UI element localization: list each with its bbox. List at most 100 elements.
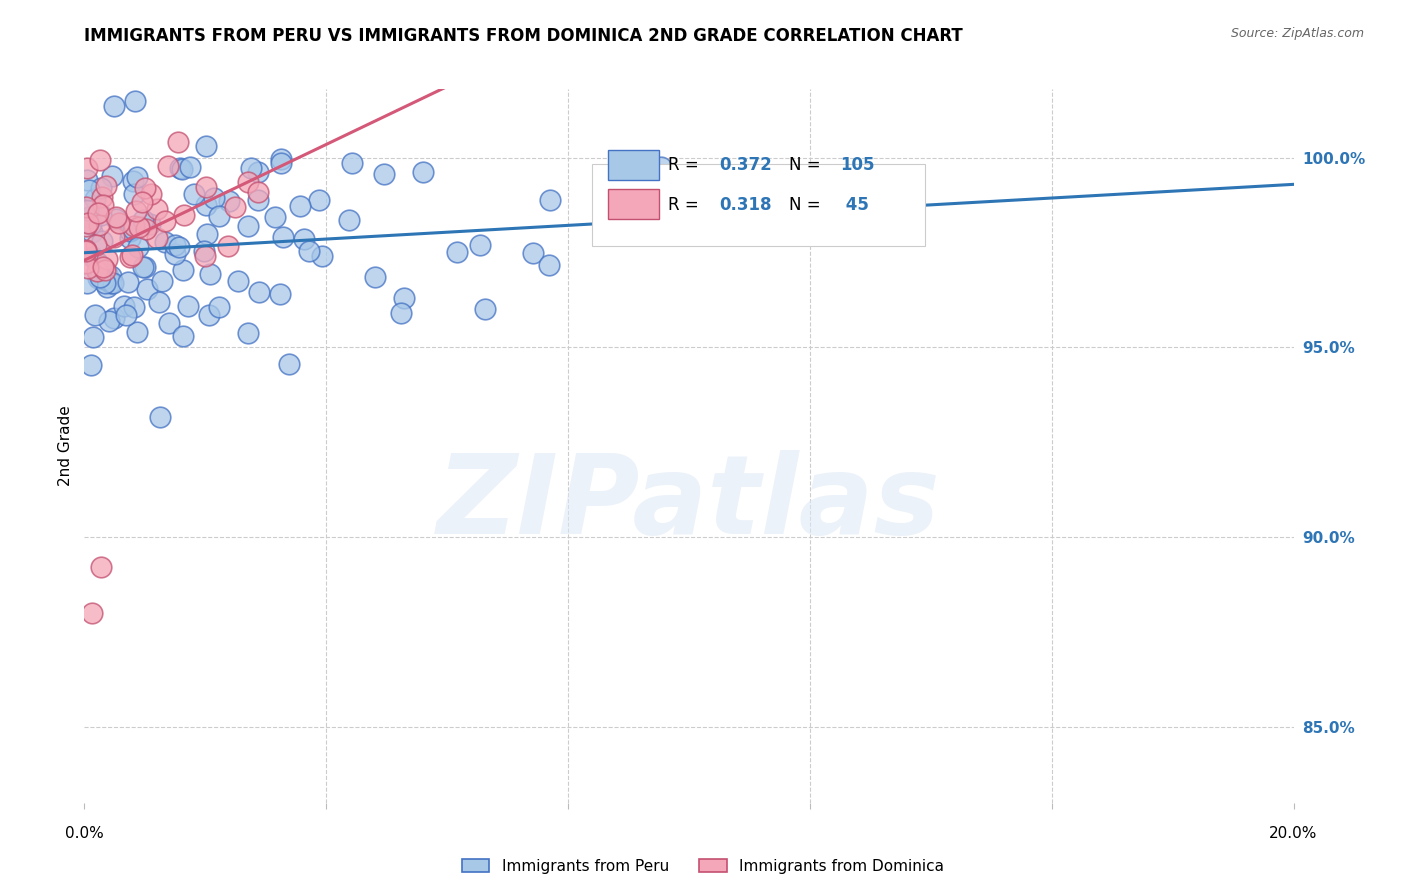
Point xyxy=(75,200,97,214)
Point xyxy=(90,560,112,574)
Point xyxy=(87,271,110,285)
Point xyxy=(77,210,100,224)
Point xyxy=(446,244,468,259)
Text: 45: 45 xyxy=(841,196,869,214)
Point xyxy=(177,299,200,313)
Point xyxy=(148,295,170,310)
Point xyxy=(412,165,434,179)
Point xyxy=(269,287,291,301)
Text: 20.0%: 20.0% xyxy=(1270,826,1317,840)
Point xyxy=(172,263,194,277)
Point xyxy=(172,329,194,343)
Point xyxy=(96,267,118,281)
Point xyxy=(122,187,145,202)
Point xyxy=(650,160,672,174)
Point xyxy=(128,219,150,234)
Point xyxy=(100,276,122,290)
Point xyxy=(77,261,100,276)
Point xyxy=(75,244,97,258)
Point xyxy=(363,269,385,284)
Point xyxy=(132,260,155,274)
Point xyxy=(157,159,180,173)
Point xyxy=(226,274,249,288)
Point xyxy=(292,232,315,246)
Point xyxy=(86,255,108,269)
Text: Source: ZipAtlas.com: Source: ZipAtlas.com xyxy=(1230,27,1364,40)
Point xyxy=(202,191,225,205)
Point xyxy=(121,248,143,262)
Point xyxy=(522,246,544,260)
Point xyxy=(120,224,142,238)
Point xyxy=(118,250,141,264)
Point xyxy=(247,165,270,179)
Point xyxy=(236,219,259,234)
Point xyxy=(122,300,145,314)
Point xyxy=(271,229,294,244)
Point xyxy=(125,170,148,185)
Point xyxy=(134,260,156,274)
Point xyxy=(76,202,98,217)
Point xyxy=(135,222,157,236)
Point xyxy=(89,269,111,284)
Point xyxy=(107,216,129,230)
Text: N =: N = xyxy=(789,196,821,214)
Point xyxy=(115,308,138,322)
Point xyxy=(79,217,101,231)
FancyBboxPatch shape xyxy=(607,189,659,219)
Text: R =: R = xyxy=(668,196,699,214)
Point xyxy=(298,244,321,258)
Point xyxy=(104,210,127,224)
Text: 0.372: 0.372 xyxy=(720,156,772,174)
Point xyxy=(236,175,259,189)
Point xyxy=(76,173,98,187)
Point xyxy=(94,178,117,193)
Point xyxy=(537,258,560,272)
Point xyxy=(270,152,292,166)
Point xyxy=(103,229,125,244)
Point xyxy=(170,161,193,176)
Point xyxy=(103,276,125,290)
Point xyxy=(270,155,292,169)
Point xyxy=(105,212,128,227)
Point xyxy=(100,169,122,184)
Point xyxy=(94,263,117,277)
Point xyxy=(150,274,173,288)
Point xyxy=(83,192,105,206)
Point xyxy=(179,160,201,174)
Text: IMMIGRANTS FROM PERU VS IMMIGRANTS FROM DOMINICA 2ND GRADE CORRELATION CHART: IMMIGRANTS FROM PERU VS IMMIGRANTS FROM … xyxy=(84,27,963,45)
Point xyxy=(90,190,112,204)
Text: 0.0%: 0.0% xyxy=(65,826,104,840)
Point xyxy=(340,156,363,170)
Point xyxy=(76,161,98,176)
Point xyxy=(236,326,259,340)
Point xyxy=(98,314,121,328)
Point xyxy=(392,291,415,305)
Point xyxy=(165,247,187,261)
Point xyxy=(117,276,139,290)
Point xyxy=(167,240,190,254)
Point xyxy=(194,198,217,212)
Point xyxy=(121,174,143,188)
Point xyxy=(208,300,231,314)
Point xyxy=(125,325,148,339)
Point xyxy=(125,203,148,218)
Point xyxy=(194,179,217,194)
Point xyxy=(146,230,169,244)
Point xyxy=(80,606,103,620)
Point xyxy=(75,219,97,233)
Point xyxy=(100,269,122,284)
Point xyxy=(468,238,491,252)
Point xyxy=(193,244,215,259)
Point xyxy=(194,249,217,263)
Point xyxy=(89,153,111,168)
Point xyxy=(82,250,104,264)
Point xyxy=(112,299,135,313)
Point xyxy=(77,183,100,197)
Point xyxy=(148,409,170,424)
Point xyxy=(91,260,114,274)
Point xyxy=(84,238,107,252)
Y-axis label: 2nd Grade: 2nd Grade xyxy=(58,406,73,486)
Point xyxy=(90,234,112,248)
Point xyxy=(247,193,270,207)
FancyBboxPatch shape xyxy=(607,150,659,180)
